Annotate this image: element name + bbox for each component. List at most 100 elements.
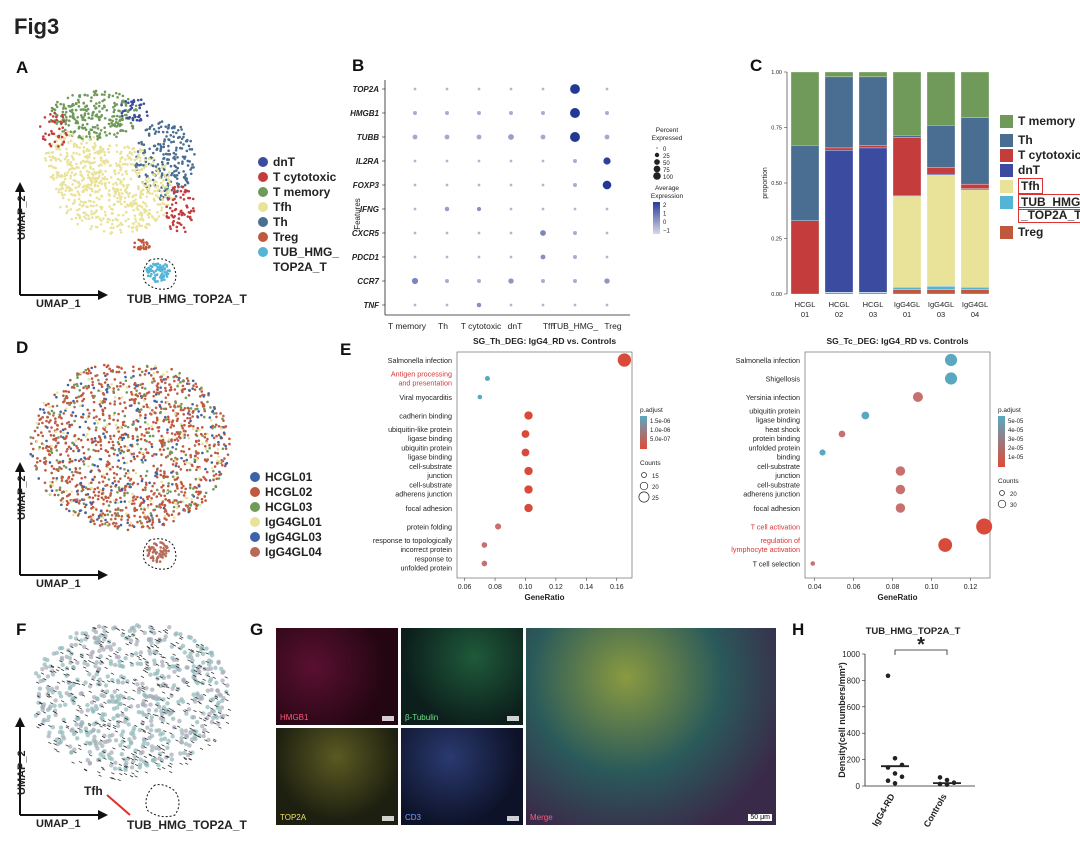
umap-d-cell	[185, 468, 189, 472]
umap-a-cell	[156, 195, 160, 199]
umap-d-cell	[130, 404, 133, 407]
velocity-cell	[209, 687, 214, 693]
legend-a-label: Tfh	[273, 200, 292, 214]
umap-d-cell	[101, 487, 105, 491]
umap-a-cell	[181, 162, 184, 165]
umap-d-cell	[139, 425, 142, 429]
umap-a-cell	[139, 193, 142, 197]
umap-a-cell	[65, 147, 68, 151]
umap-d-cell	[129, 485, 132, 489]
umap-d-cell	[164, 549, 168, 553]
umap-a-cell	[118, 178, 121, 182]
velocity-arrow	[207, 744, 211, 747]
umap-d-cell	[44, 469, 47, 472]
umap-d-cell	[163, 514, 167, 518]
velocity-cell	[206, 737, 211, 743]
velocity-arrow	[126, 756, 130, 759]
umap-d-cell	[171, 475, 175, 478]
velocity-arrow	[161, 751, 166, 754]
umap-a-cell	[117, 171, 120, 175]
velocity-cell	[158, 732, 163, 737]
umap-d-cell	[36, 433, 40, 437]
legend-d-label: IgG4GL01	[265, 515, 322, 529]
dotplot-dot	[509, 183, 513, 187]
velocity-cell	[161, 697, 166, 702]
velocity-arrow	[221, 717, 225, 720]
umap-d-cell	[97, 378, 100, 382]
umap-a-cell	[138, 119, 141, 122]
umap-a-cell	[175, 229, 179, 233]
umap-d-cell	[114, 501, 117, 504]
dotplot-dot	[508, 134, 514, 140]
umap-d-cell	[132, 369, 135, 373]
velocity-cell	[75, 736, 80, 741]
dotplot-dot	[604, 134, 610, 140]
velocity-arrow	[123, 745, 127, 748]
bar-segment	[824, 76, 854, 149]
umap-a-cell	[155, 273, 159, 276]
velocity-arrow	[79, 653, 84, 656]
umap-d-cell	[187, 510, 191, 514]
legend-a-dot	[258, 172, 268, 182]
umap-d-cell	[102, 432, 105, 436]
velocity-cell	[120, 739, 125, 744]
umap-a-cell	[118, 115, 122, 118]
umap-d-cell	[99, 457, 103, 461]
umap-d-cell	[98, 382, 101, 385]
umap-d-cell	[166, 447, 170, 450]
umap-a-cell	[188, 217, 192, 220]
umap-d-cell	[101, 480, 105, 483]
velocity-arrow	[140, 723, 145, 726]
umap-d-cell	[198, 503, 202, 507]
umap-a-cell	[175, 146, 178, 150]
legend-a-label: T memory	[273, 185, 331, 199]
umap-d-cell	[72, 509, 76, 513]
umap-d-cell	[102, 371, 106, 375]
velocity-arrow	[125, 653, 129, 656]
velocity-arrow	[101, 689, 105, 692]
umap-d-cell	[141, 511, 145, 514]
umap-a-cell	[134, 104, 138, 108]
umap-a-cell	[142, 243, 146, 247]
umap-a-cell	[116, 224, 119, 228]
legend-c-label: _TOP2A_T	[1018, 207, 1080, 223]
umap-d-cell	[144, 486, 147, 489]
umap-d-cell	[120, 515, 124, 518]
umap-a-cell	[151, 164, 155, 168]
umap-a-cell	[159, 181, 163, 185]
umap-a-cell	[106, 160, 110, 164]
umap-a-cell	[98, 217, 102, 221]
umap-d-cell	[174, 456, 177, 460]
velocity-arrow	[112, 727, 117, 730]
velocity-cell	[140, 721, 145, 726]
velocity-arrow	[127, 705, 131, 709]
umap-d-cell	[87, 369, 91, 373]
umap-d-cell	[100, 492, 104, 496]
density-dot	[944, 777, 950, 783]
umap-d-cell	[143, 420, 147, 424]
umap-d-cell	[155, 416, 159, 420]
bar-segment	[790, 145, 820, 221]
umap-d-cell	[173, 433, 177, 436]
umap-d-cell	[197, 442, 201, 446]
legend-a-item: TOP2A_T	[258, 260, 327, 274]
umap-a-cell	[168, 153, 172, 156]
velocity-cell	[50, 724, 56, 730]
velocity-cell	[114, 713, 120, 718]
umap-d-cell	[57, 441, 60, 445]
umap-d-cell	[217, 477, 221, 480]
umap-d-cell	[36, 457, 39, 460]
umap-d-cell	[35, 440, 39, 443]
umap-a-cell	[85, 135, 88, 138]
umap-d-cell	[171, 409, 175, 412]
umap-d-cell	[81, 404, 84, 407]
umap-d-cell	[122, 433, 125, 437]
velocity-cell	[46, 733, 51, 739]
legend-a-label: TOP2A_T	[273, 260, 327, 274]
bar-x-label: 03	[869, 310, 877, 319]
umap-a-cell	[103, 210, 107, 214]
umap-d-cell	[214, 451, 217, 455]
umap-d-cell	[93, 463, 96, 467]
umap-a-cell	[183, 175, 187, 179]
velocity-arrow	[83, 768, 88, 771]
